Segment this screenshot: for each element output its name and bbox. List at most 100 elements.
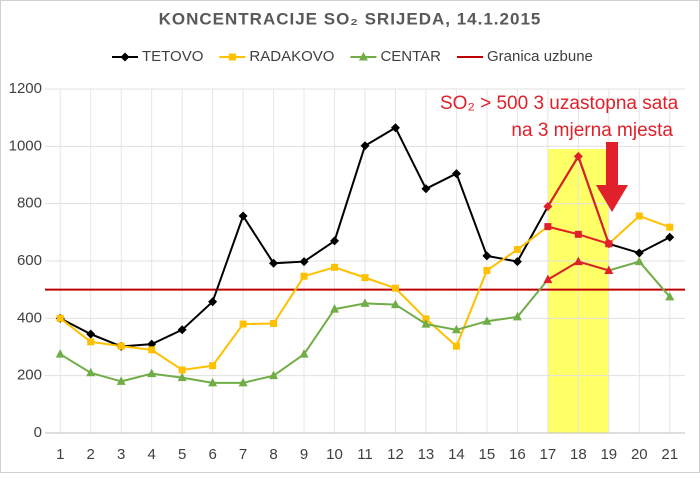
marker bbox=[451, 324, 461, 334]
marker bbox=[117, 342, 125, 350]
y-tick-label: 400 bbox=[17, 309, 42, 326]
marker bbox=[209, 362, 217, 370]
marker bbox=[361, 274, 369, 282]
marker bbox=[543, 274, 553, 284]
x-tick-label: 15 bbox=[479, 446, 496, 463]
marker bbox=[120, 52, 130, 62]
x-tick-label: 21 bbox=[661, 446, 678, 463]
marker bbox=[482, 251, 492, 261]
marker bbox=[208, 377, 218, 387]
annotation: na 3 mjerna mjesta bbox=[511, 120, 673, 141]
x-tick-label: 9 bbox=[300, 446, 308, 463]
marker bbox=[422, 315, 430, 323]
annotation: SO₂ > 500 3 uzastopna sata bbox=[440, 93, 679, 114]
y-tick-label: 200 bbox=[17, 367, 42, 384]
x-tick-label: 1 bbox=[56, 446, 64, 463]
x-tick-label: 8 bbox=[269, 446, 277, 463]
y-tick-label: 800 bbox=[17, 195, 42, 212]
marker bbox=[604, 265, 614, 274]
x-tick-label: 2 bbox=[87, 446, 95, 463]
marker bbox=[358, 52, 368, 61]
legend-label: CENTAR bbox=[380, 48, 441, 65]
x-tick-label: 6 bbox=[208, 446, 216, 463]
marker bbox=[177, 325, 187, 335]
marker bbox=[331, 263, 339, 271]
marker bbox=[634, 248, 644, 258]
marker bbox=[238, 377, 248, 387]
plot: 1 2 3 4 5 6 7 8 9 10 11 12 13 14 15 16 17 18 19 20 210200400… bbox=[9, 80, 685, 463]
marker bbox=[573, 256, 583, 266]
marker bbox=[360, 298, 370, 307]
marker bbox=[605, 240, 613, 248]
marker bbox=[513, 246, 521, 254]
marker bbox=[299, 257, 309, 267]
y-tick-label: 600 bbox=[17, 252, 42, 269]
marker bbox=[390, 299, 400, 309]
marker bbox=[482, 316, 492, 325]
legend-label: RADAKOVO bbox=[249, 48, 334, 65]
x-tick-label: 14 bbox=[448, 446, 465, 463]
marker bbox=[87, 338, 95, 346]
x-tick-label: 19 bbox=[600, 446, 617, 463]
marker bbox=[544, 223, 552, 231]
marker bbox=[512, 311, 522, 321]
legend-label: TETOVO bbox=[142, 48, 203, 65]
marker bbox=[574, 230, 582, 238]
marker bbox=[269, 258, 279, 268]
x-tick-label: 20 bbox=[631, 446, 648, 463]
marker bbox=[451, 169, 461, 179]
x-tick-label: 12 bbox=[387, 446, 404, 463]
x-tick-label: 4 bbox=[147, 446, 155, 463]
marker bbox=[147, 368, 157, 378]
y-tick-label: 1000 bbox=[9, 137, 42, 154]
marker bbox=[116, 376, 126, 385]
marker bbox=[148, 346, 156, 354]
marker bbox=[634, 256, 644, 266]
x-tick-label: 17 bbox=[540, 446, 557, 463]
marker bbox=[269, 370, 279, 380]
x-tick-label: 7 bbox=[239, 446, 247, 463]
marker bbox=[665, 232, 675, 242]
marker bbox=[421, 319, 431, 328]
marker bbox=[178, 366, 186, 374]
marker bbox=[208, 297, 218, 307]
marker bbox=[665, 291, 675, 301]
marker bbox=[391, 284, 399, 292]
x-tick-label: 10 bbox=[326, 446, 343, 463]
x-tick-label: 16 bbox=[509, 446, 526, 463]
marker bbox=[56, 314, 64, 322]
marker bbox=[573, 151, 583, 161]
marker bbox=[228, 53, 236, 61]
x-tick-label: 11 bbox=[357, 446, 373, 463]
chart-title: KONCENTRACIJE SO₂ SRIJEDA, 14.1.2015 bbox=[159, 9, 542, 28]
marker bbox=[270, 319, 278, 327]
marker bbox=[330, 236, 340, 246]
marker bbox=[238, 211, 248, 221]
marker bbox=[86, 329, 96, 339]
marker bbox=[512, 257, 522, 267]
marker bbox=[452, 342, 460, 350]
x-tick-label: 3 bbox=[117, 446, 125, 463]
marker bbox=[360, 141, 370, 151]
x-tick-label: 18 bbox=[570, 446, 587, 463]
marker bbox=[483, 266, 491, 274]
marker bbox=[177, 372, 187, 382]
marker bbox=[390, 123, 400, 133]
y-tick-label: 1200 bbox=[9, 80, 42, 97]
x-tick-label: 13 bbox=[418, 446, 435, 463]
marker bbox=[55, 349, 65, 358]
marker bbox=[543, 202, 553, 212]
x-tick-label: 5 bbox=[178, 446, 186, 463]
marker bbox=[299, 349, 309, 358]
marker bbox=[666, 223, 674, 231]
marker bbox=[330, 304, 340, 313]
arrow bbox=[596, 142, 628, 212]
marker bbox=[421, 184, 431, 194]
marker bbox=[239, 320, 247, 328]
marker bbox=[635, 212, 643, 220]
marker bbox=[86, 367, 96, 377]
y-tick-label: 0 bbox=[34, 424, 42, 441]
marker bbox=[300, 272, 308, 280]
legend-label: Granica uzbune bbox=[487, 48, 593, 65]
